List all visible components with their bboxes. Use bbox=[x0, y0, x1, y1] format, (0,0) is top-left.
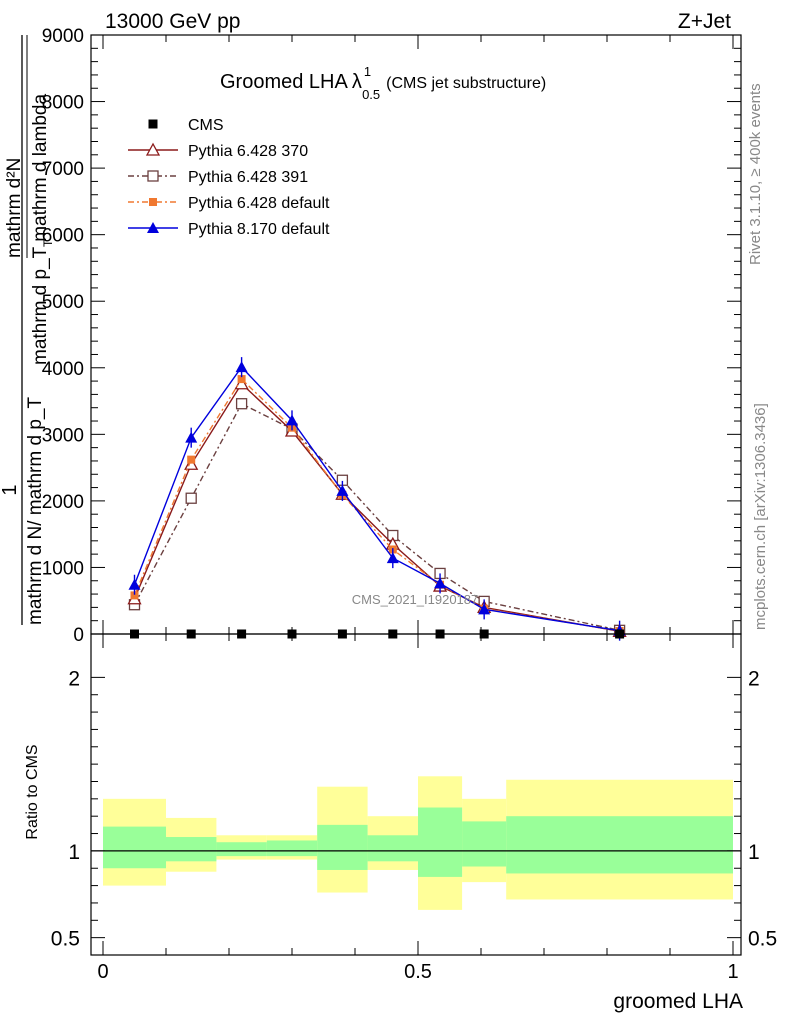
series-point-pythia-8-170-default bbox=[478, 603, 491, 615]
main-ytick-label: 6000 bbox=[42, 226, 84, 247]
ylabel-inner-numerator: mathrm d²N bbox=[4, 158, 25, 258]
process-label: Z+Jet bbox=[678, 10, 731, 33]
legend-marker-pythia-6-428-391 bbox=[147, 170, 159, 182]
main-title-sup: 1 bbox=[364, 64, 371, 79]
ratio-axes: 0.5 0.5 1 1 2 2 0 0.5 1 bbox=[51, 633, 777, 983]
ylabel-denominator: mathrm d N/ mathrm d p_T bbox=[25, 397, 46, 625]
main-subtitle: (CMS jet substructure) bbox=[386, 75, 546, 92]
series-point-pythia-8-170-default bbox=[336, 484, 349, 496]
ratio-ytick-label-left: 0.5 bbox=[51, 928, 80, 951]
main-ytick-label: 0 bbox=[73, 625, 84, 646]
ratio-bands bbox=[103, 776, 733, 910]
legend-item-pythia-6-428-default: Pythia 6.428 default bbox=[128, 195, 330, 212]
ratio-band-inner bbox=[216, 842, 267, 857]
series-point-pythia-6-428-default bbox=[237, 375, 246, 384]
ratio-band-inner bbox=[418, 807, 463, 877]
series-point-pythia-8-170-default bbox=[128, 578, 141, 590]
main-title-symbol: λ bbox=[352, 71, 362, 93]
main-ytick-label: 2000 bbox=[42, 492, 84, 513]
legend-label-pythia-6-428-370: Pythia 6.428 370 bbox=[188, 143, 308, 160]
series-point-pythia-8-170-default bbox=[235, 361, 248, 373]
series-line-pythia-6-428-391 bbox=[133, 402, 620, 632]
ylabel-sub: T bbox=[41, 239, 55, 247]
legend-marker-pythia-6-428-370 bbox=[145, 142, 161, 156]
series-point-pythia-6-428-default bbox=[187, 455, 196, 464]
ratio-band-inner bbox=[103, 826, 166, 869]
series-point-pythia-6-428-391 bbox=[235, 398, 248, 410]
watermark: CMS_2021_I1920187 bbox=[352, 592, 479, 607]
xlabel: groomed LHA bbox=[613, 990, 743, 1013]
ratio-ytick-label-left: 2 bbox=[68, 667, 80, 690]
ratio-ylabel: Ratio to CMS bbox=[24, 744, 41, 839]
legend-label-pythia-6-428-default: Pythia 6.428 default bbox=[188, 195, 330, 212]
ratio-band-inner bbox=[367, 835, 418, 862]
rivet-label: Rivet 3.1.10, ≥ 400k events bbox=[747, 83, 764, 265]
ratio-band-inner bbox=[462, 821, 507, 867]
main-ytick-label: 4000 bbox=[42, 359, 84, 380]
mcplots-label: mcplots.cern.ch [arXiv:1306.3436] bbox=[752, 403, 769, 630]
ratio-ytick-label-right: 1 bbox=[748, 841, 760, 864]
main-ytick-label: 7000 bbox=[42, 159, 84, 180]
main-ytick-label: 8000 bbox=[42, 93, 84, 114]
ratio-ytick-label-right: 0.5 bbox=[748, 928, 777, 951]
legend-marker-cms bbox=[148, 119, 158, 129]
legend-item-cms: CMS bbox=[148, 117, 224, 134]
legend-item-pythia-6-428-391: Pythia 6.428 391 bbox=[128, 169, 308, 186]
series-point-pythia-8-170-default bbox=[185, 431, 198, 443]
main-ytick-label: 1000 bbox=[42, 558, 84, 579]
main-title-sub: 0.5 bbox=[362, 87, 380, 102]
ratio-frame bbox=[90, 633, 742, 956]
legend-label-pythia-8-170-default: Pythia 8.170 default bbox=[188, 221, 330, 238]
legend-label-cms: CMS bbox=[188, 117, 224, 134]
ratio-ytick-label-left: 1 bbox=[68, 841, 80, 864]
legend-marker-pythia-8-170-default bbox=[147, 222, 159, 233]
legend-item-pythia-6-428-370: Pythia 6.428 370 bbox=[128, 142, 308, 160]
ratio-band-inner bbox=[506, 816, 733, 874]
main-ytick-label: 9000 bbox=[42, 26, 84, 47]
legend-label-pythia-6-428-391: Pythia 6.428 391 bbox=[188, 169, 308, 186]
series-point-pythia-6-428-391 bbox=[185, 492, 197, 504]
series-point-pythia-8-170-default bbox=[286, 414, 298, 426]
series-point-pythia-8-170-default bbox=[434, 577, 447, 589]
legend-marker-pythia-6-428-default bbox=[149, 198, 157, 206]
xtick-label: 0.5 bbox=[404, 961, 432, 983]
series-point-pythia-6-428-370 bbox=[234, 376, 249, 390]
ratio-ytick-label-right: 2 bbox=[748, 667, 760, 690]
ratio-band-inner bbox=[317, 824, 368, 870]
xtick-label: 1 bbox=[727, 961, 738, 983]
main-ylabel: 1 mathrm d N/ mathrm d p_T mathrm d²N ma… bbox=[0, 35, 55, 625]
series-point-pythia-6-428-370 bbox=[184, 456, 199, 470]
main-ytick-label: 5000 bbox=[42, 292, 84, 313]
legend: CMS Pythia 6.428 370 Pythia 6.428 391 Pythi… bbox=[128, 117, 330, 238]
main-title: Groomed LHA λ 1 0.5 (CMS jet substructure) bbox=[220, 64, 546, 102]
ratio-band-inner bbox=[166, 837, 217, 862]
legend-item-pythia-8-170-default: Pythia 8.170 default bbox=[128, 221, 330, 238]
main-ytick-label: 3000 bbox=[42, 425, 84, 446]
main-series-group bbox=[127, 357, 627, 641]
series-point-pythia-8-170-default bbox=[386, 552, 399, 564]
ratio-band-inner bbox=[266, 840, 318, 857]
series-point-pythia-6-428-default bbox=[130, 591, 139, 600]
xtick-label: 0 bbox=[97, 961, 108, 983]
main-title-text: Groomed LHA bbox=[220, 71, 348, 93]
energy-label: 13000 GeV pp bbox=[105, 10, 240, 33]
ylabel-one: 1 bbox=[0, 484, 21, 495]
ylabel-inner-denominator: mathrm d p_T mathrm d lambda bbox=[30, 94, 51, 365]
